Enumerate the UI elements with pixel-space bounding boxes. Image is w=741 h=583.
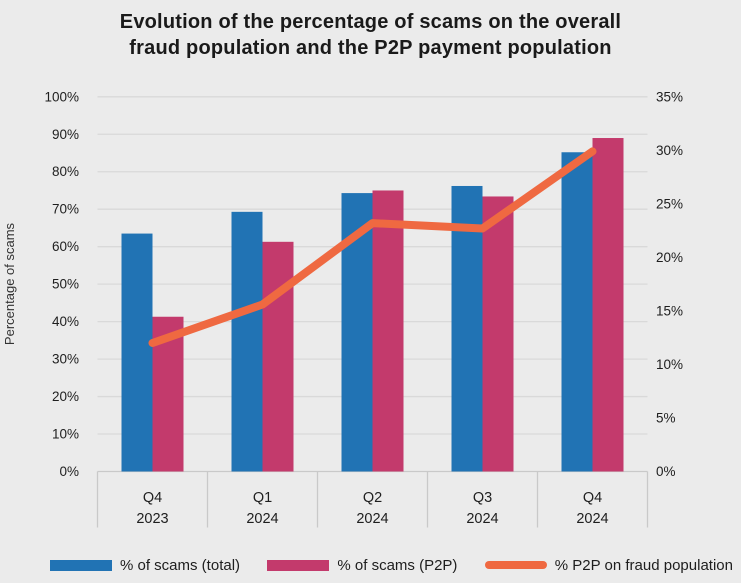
- right-axis-tick-label: 10%: [656, 357, 683, 372]
- left-axis-tick-label: 30%: [52, 352, 79, 367]
- bar-scams-p2p: [482, 196, 514, 472]
- bar-scams-p2p: [372, 190, 404, 472]
- right-axis-tick-label: 0%: [656, 464, 676, 479]
- left-axis-tick-label: 90%: [52, 127, 79, 142]
- bar-scams-total: [121, 233, 153, 472]
- bar-scams-total: [451, 185, 483, 472]
- chart-title-line2: fraud population and the P2P payment pop…: [129, 37, 612, 59]
- legend-item-p2p-fraud-line: % P2P on fraud population: [484, 556, 733, 574]
- bar-scams-p2p: [262, 241, 294, 472]
- legend-swatch-line-icon: [484, 561, 547, 569]
- left-axis-tick-label: 100%: [44, 89, 79, 104]
- bar-scams-total: [561, 152, 593, 472]
- x-axis-category-label: Q1 2024: [246, 490, 278, 527]
- chart-title: Evolution of the percentage of scams on …: [0, 9, 741, 61]
- chart-legend: % of scams (total) % of scams (P2P) % P2…: [50, 552, 733, 578]
- left-axis-tick-label: 10%: [52, 427, 79, 442]
- legend-swatch-total-icon: [50, 559, 112, 571]
- right-axis-tick-label: 25%: [656, 196, 683, 211]
- line-p2p-on-fraud: [148, 147, 597, 348]
- left-axis-tick-label: 0%: [59, 464, 79, 479]
- left-axis-tick-label: 60%: [52, 239, 79, 254]
- right-axis-tick-label: 20%: [656, 250, 683, 265]
- left-axis-tick-label: 70%: [52, 202, 79, 217]
- right-axis-tick-label: 35%: [656, 89, 683, 104]
- left-axis-tick-label: 40%: [52, 314, 79, 329]
- left-axis-tick-label: 80%: [52, 164, 79, 179]
- legend-label-p2p-fraud: % P2P on fraud population: [554, 556, 733, 574]
- right-axis-tick-label: 30%: [656, 143, 683, 158]
- legend-item-scams-total: % of scams (total): [50, 557, 240, 574]
- chart-title-line1: Evolution of the percentage of scams on …: [119, 11, 622, 33]
- left-axis-tick-label: 20%: [52, 389, 79, 404]
- legend-swatch-p2p-icon: [267, 559, 330, 571]
- x-axis-category-label: Q4 2023: [136, 490, 168, 527]
- x-axis-category-label: Q2 2024: [356, 490, 388, 527]
- left-axis-tick-label: 50%: [52, 277, 79, 292]
- x-axis-category-label: Q3 2024: [466, 490, 498, 527]
- right-axis-tick-label: 5%: [656, 410, 676, 425]
- right-axis-tick-label: 15%: [656, 303, 683, 318]
- legend-label-scams-total: % of scams (total): [120, 556, 241, 574]
- x-axis-category-label: Q4 2024: [576, 490, 608, 527]
- legend-label-scams-p2p: % of scams (P2P): [337, 556, 458, 574]
- bar-scams-total: [231, 211, 263, 472]
- bar-scams-p2p: [592, 138, 624, 472]
- left-axis-title: Percentage of scams: [2, 222, 17, 345]
- legend-item-scams-p2p: % of scams (P2P): [267, 557, 457, 574]
